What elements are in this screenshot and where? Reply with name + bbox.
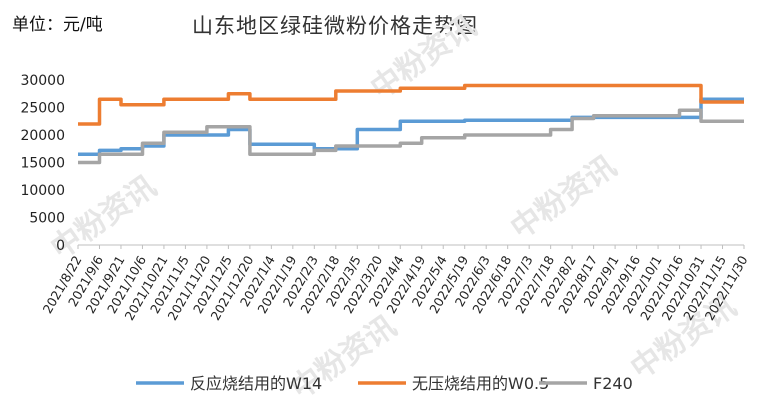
y-tick-label: 25000 bbox=[20, 101, 65, 117]
y-tick-label: 20000 bbox=[20, 128, 65, 144]
y-tick-label: 15000 bbox=[20, 156, 65, 172]
legend-label: F240 bbox=[593, 374, 633, 393]
y-tick-label: 0 bbox=[56, 238, 65, 254]
series-line bbox=[78, 97, 744, 157]
y-tick-label: 10000 bbox=[20, 183, 65, 199]
y-tick-label: 30000 bbox=[20, 73, 65, 89]
legend-label: 无压烧结用的W0.5 bbox=[412, 374, 549, 393]
legend: 反应烧结用的W14 无压烧结用的W0.5 F240 bbox=[136, 374, 633, 393]
unit-label: 单位：元/吨 bbox=[12, 15, 103, 35]
series-line bbox=[78, 83, 744, 126]
chart-title: 山东地区绿硅微粉价格走势图 bbox=[192, 14, 478, 38]
x-axis: 2021/8/222021/9/62021/9/212021/10/62021/… bbox=[40, 244, 751, 323]
watermark-text: 中粉资讯 bbox=[505, 149, 623, 246]
legend-label: 反应烧结用的W14 bbox=[190, 374, 322, 393]
y-axis: 0 5000 10000 15000 20000 25000 30000 bbox=[20, 73, 65, 254]
y-tick-label: 5000 bbox=[29, 211, 65, 227]
series-lines bbox=[78, 83, 744, 165]
series-line bbox=[78, 108, 744, 165]
